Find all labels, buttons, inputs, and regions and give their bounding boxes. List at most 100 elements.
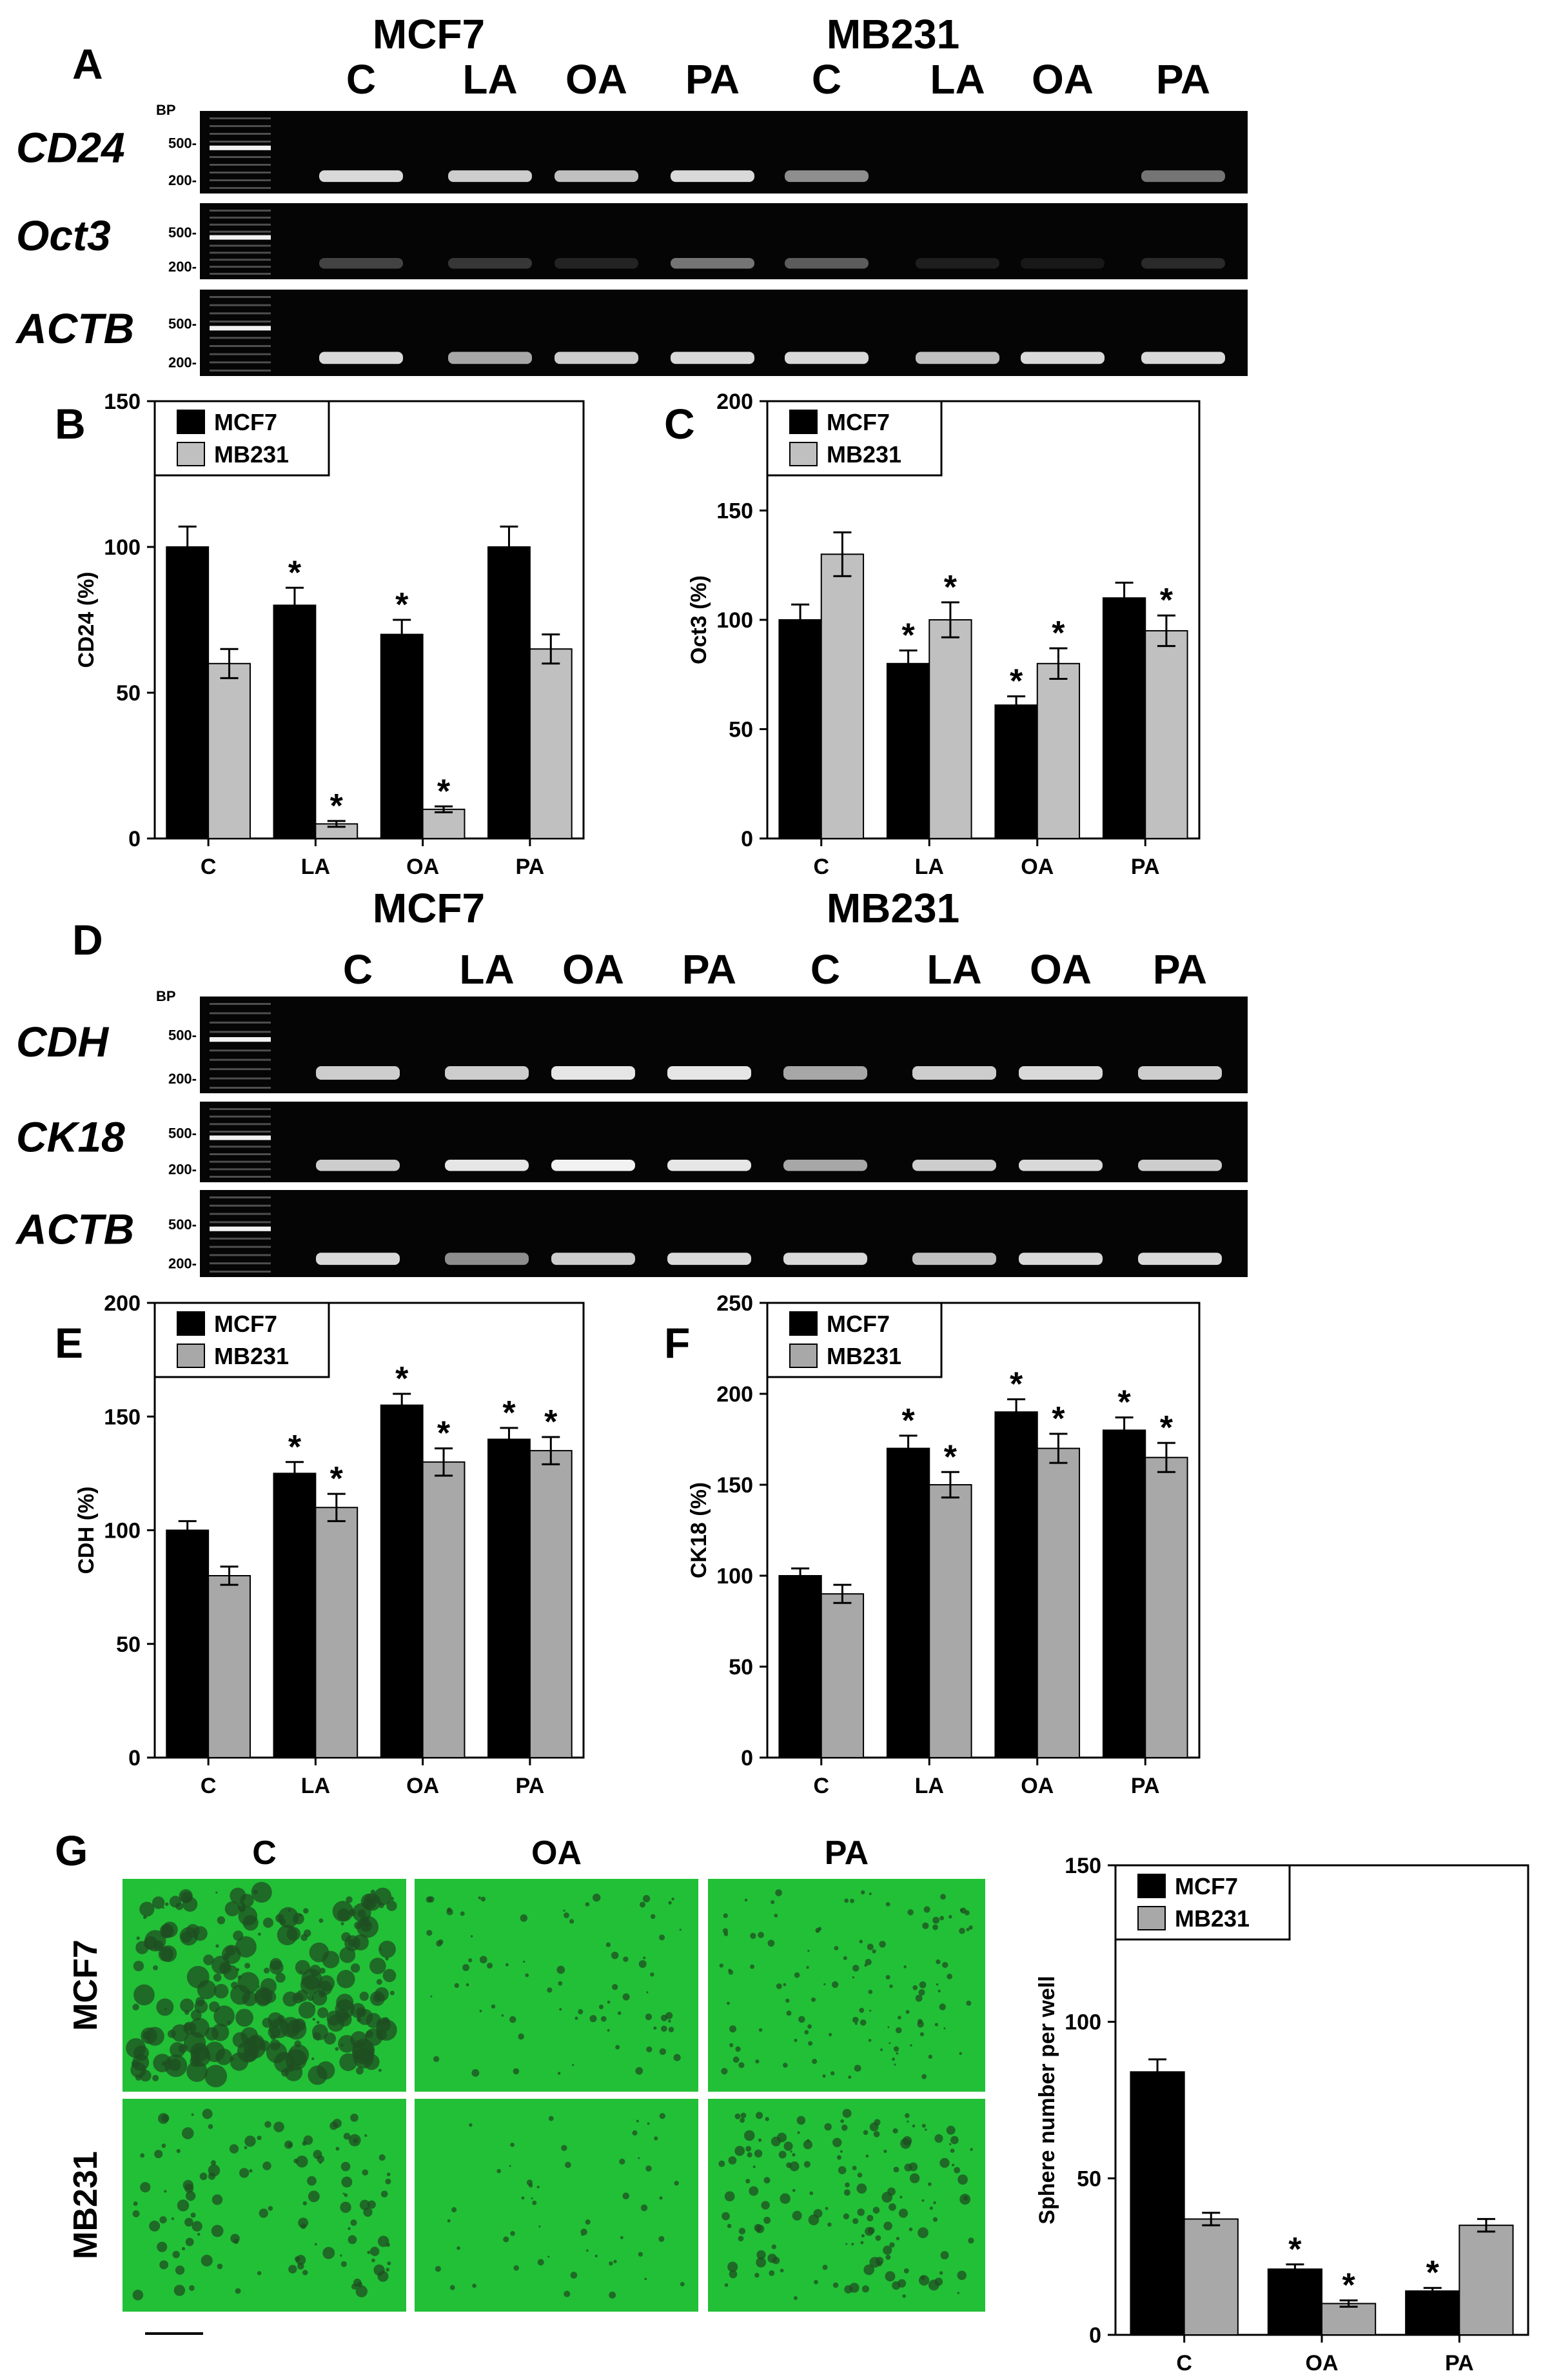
x-tick-label: OA bbox=[1306, 2351, 1339, 2375]
sphere bbox=[531, 2197, 533, 2199]
legend-label: MB231 bbox=[1175, 1905, 1250, 1932]
legend-swatch bbox=[789, 1344, 818, 1368]
marker-500-label: 500- bbox=[168, 1216, 197, 1233]
significance-star: * bbox=[1010, 663, 1023, 700]
bar-mcf7 bbox=[166, 546, 210, 839]
sphere bbox=[934, 2134, 943, 2143]
sphere bbox=[611, 1983, 618, 1990]
sphere bbox=[807, 2024, 812, 2029]
chart-cdh: 0 50 100 150 200 CDH (%) C LA * * OA * * PA * * MCF7 MB23… bbox=[74, 1291, 585, 1798]
lane-label: PA bbox=[1153, 946, 1207, 993]
gene-label: Oct3 bbox=[16, 212, 111, 259]
sphere bbox=[292, 1992, 304, 2004]
panel-letter-b: B bbox=[55, 400, 86, 448]
sphere bbox=[734, 2145, 745, 2156]
sphere bbox=[659, 1934, 665, 1941]
gel-band bbox=[316, 1066, 400, 1080]
sphere bbox=[920, 2275, 925, 2280]
gel-band bbox=[785, 257, 869, 269]
sphere bbox=[341, 2176, 353, 2188]
sphere bbox=[843, 2189, 850, 2196]
sphere bbox=[509, 2165, 511, 2167]
sphere bbox=[133, 2201, 138, 2206]
sphere bbox=[771, 1900, 775, 1905]
sphere bbox=[644, 2277, 647, 2281]
sphere bbox=[348, 1909, 356, 1916]
sphere bbox=[721, 2068, 728, 2075]
sphere bbox=[889, 1984, 893, 1988]
ladder-band bbox=[210, 370, 271, 372]
sphere bbox=[286, 2019, 307, 2040]
sphere bbox=[868, 1989, 873, 1994]
bar-mcf7 bbox=[886, 662, 930, 840]
sphere bbox=[966, 2000, 972, 2006]
sphere bbox=[532, 2200, 537, 2205]
sphere bbox=[335, 2047, 339, 2051]
sphere bbox=[202, 2108, 213, 2119]
sphere bbox=[909, 2227, 913, 2232]
legend-swatch bbox=[1137, 1906, 1166, 1930]
sphere bbox=[570, 2272, 578, 2279]
sphere bbox=[451, 2207, 457, 2213]
sphere bbox=[378, 2154, 386, 2161]
sphere bbox=[140, 2182, 151, 2193]
micrograph-column-label: C bbox=[252, 1834, 277, 1872]
sphere bbox=[887, 2026, 890, 2028]
sphere bbox=[472, 2283, 476, 2288]
sphere bbox=[523, 1960, 526, 1963]
sphere bbox=[386, 2172, 391, 2176]
sphere bbox=[164, 2054, 188, 2078]
sphere bbox=[165, 1902, 169, 1907]
sphere bbox=[389, 1896, 395, 1901]
sphere bbox=[312, 2024, 328, 2040]
sphere bbox=[339, 2053, 357, 2072]
y-tick-label: 100 bbox=[716, 608, 753, 633]
sphere bbox=[385, 2178, 391, 2185]
sphere bbox=[186, 2061, 208, 2082]
sphere bbox=[348, 2235, 357, 2245]
sphere bbox=[885, 1902, 890, 1907]
sphere bbox=[288, 2143, 293, 2148]
sphere bbox=[172, 2250, 180, 2259]
ladder-band bbox=[210, 1058, 271, 1061]
ladder-band bbox=[210, 1176, 271, 1178]
sphere bbox=[830, 2071, 835, 2076]
sphere bbox=[792, 2210, 802, 2221]
sphere bbox=[650, 1972, 654, 1977]
bar-mcf7 bbox=[886, 1447, 930, 1759]
sphere bbox=[859, 2007, 865, 2013]
gel-band bbox=[671, 257, 754, 269]
gel-band bbox=[916, 352, 999, 364]
sphere bbox=[738, 2227, 746, 2235]
sphere bbox=[873, 2130, 880, 2137]
ladder-band bbox=[210, 273, 271, 275]
sphere bbox=[607, 2028, 610, 2032]
sphere bbox=[426, 1930, 433, 1936]
gel-band bbox=[551, 1160, 635, 1171]
sphere bbox=[346, 1896, 353, 1903]
sphere bbox=[756, 2250, 766, 2260]
sphere bbox=[307, 2176, 317, 2186]
sphere bbox=[814, 2279, 818, 2285]
gel-band bbox=[448, 170, 532, 183]
sphere bbox=[300, 2223, 306, 2229]
sphere bbox=[257, 2271, 262, 2276]
ladder-band bbox=[210, 156, 271, 158]
sphere bbox=[639, 1901, 646, 1908]
sphere bbox=[950, 2136, 959, 2145]
sphere bbox=[171, 2024, 189, 2042]
sphere bbox=[680, 2282, 685, 2286]
sphere bbox=[338, 2035, 356, 2053]
ladder-band bbox=[210, 1221, 271, 1224]
sphere bbox=[230, 2234, 240, 2243]
bar-mcf7 bbox=[1267, 2268, 1323, 2336]
significance-star: * bbox=[1052, 1400, 1065, 1438]
sphere bbox=[309, 1942, 329, 1963]
sphere bbox=[580, 2228, 587, 2236]
significance-star: * bbox=[1160, 582, 1174, 619]
ladder-marker-500 bbox=[210, 235, 271, 240]
ladder-band bbox=[210, 133, 271, 135]
sphere bbox=[921, 2074, 927, 2079]
gel-band bbox=[912, 1160, 996, 1171]
sphere bbox=[852, 2217, 859, 2225]
